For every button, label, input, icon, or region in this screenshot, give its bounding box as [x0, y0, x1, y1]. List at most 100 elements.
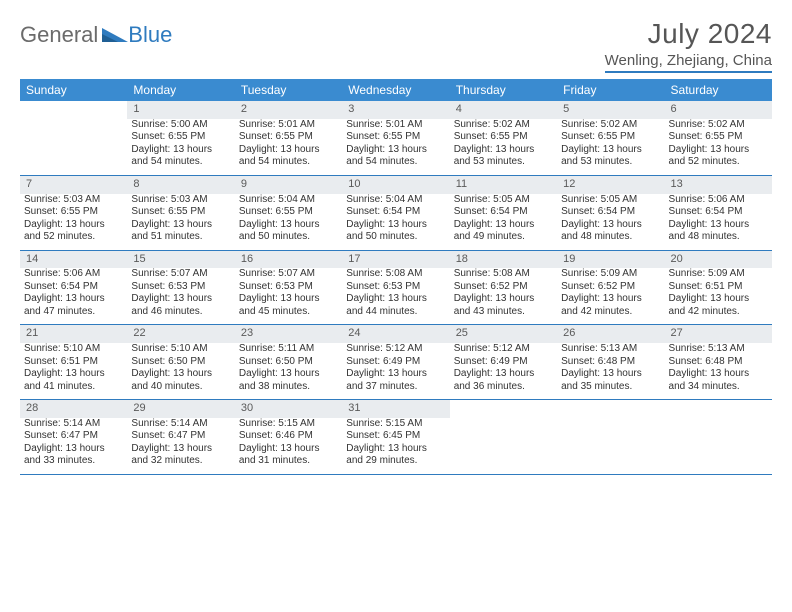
daylight-line-2: and 47 minutes.	[24, 306, 123, 319]
sunset-line: Sunset: 6:54 PM	[669, 206, 768, 219]
daylight-line-2: and 34 minutes.	[669, 381, 768, 394]
daylight-line-1: Daylight: 13 hours	[131, 293, 230, 306]
day-cell: Sunrise: 5:04 AMSunset: 6:55 PMDaylight:…	[235, 194, 342, 251]
day-number-cell: 28	[20, 400, 127, 418]
day-number-row: 21222324252627	[20, 325, 772, 343]
logo-text-1: General	[20, 22, 98, 48]
day-cell: Sunrise: 5:06 AMSunset: 6:54 PMDaylight:…	[20, 268, 127, 325]
day-cell	[665, 418, 772, 475]
day-cell: Sunrise: 5:09 AMSunset: 6:52 PMDaylight:…	[557, 268, 664, 325]
weekday-header: Sunday	[20, 79, 127, 101]
sunset-line: Sunset: 6:54 PM	[561, 206, 660, 219]
daylight-line-1: Daylight: 13 hours	[454, 368, 553, 381]
daylight-line-2: and 32 minutes.	[131, 455, 230, 468]
daylight-line-2: and 50 minutes.	[346, 231, 445, 244]
calendar-header-row: SundayMondayTuesdayWednesdayThursdayFrid…	[20, 79, 772, 101]
day-number-cell: 3	[342, 101, 449, 119]
day-number-cell: 16	[235, 250, 342, 268]
header: General Blue July 2024 Wenling, Zhejiang…	[20, 18, 772, 73]
sunrise-line: Sunrise: 5:03 AM	[131, 194, 230, 207]
sunrise-line: Sunrise: 5:06 AM	[669, 194, 768, 207]
day-cell: Sunrise: 5:08 AMSunset: 6:52 PMDaylight:…	[450, 268, 557, 325]
day-cell: Sunrise: 5:14 AMSunset: 6:47 PMDaylight:…	[127, 418, 234, 475]
day-number-cell: 12	[557, 175, 664, 193]
daylight-line-1: Daylight: 13 hours	[454, 293, 553, 306]
sunrise-line: Sunrise: 5:01 AM	[239, 119, 338, 132]
day-cell: Sunrise: 5:05 AMSunset: 6:54 PMDaylight:…	[450, 194, 557, 251]
daylight-line-2: and 54 minutes.	[131, 156, 230, 169]
day-number-cell: 6	[665, 101, 772, 119]
sunrise-line: Sunrise: 5:05 AM	[561, 194, 660, 207]
sunset-line: Sunset: 6:50 PM	[131, 356, 230, 369]
location: Wenling, Zhejiang, China	[605, 52, 772, 73]
sunrise-line: Sunrise: 5:06 AM	[24, 268, 123, 281]
day-cell: Sunrise: 5:07 AMSunset: 6:53 PMDaylight:…	[235, 268, 342, 325]
daylight-line-2: and 37 minutes.	[346, 381, 445, 394]
day-cell: Sunrise: 5:02 AMSunset: 6:55 PMDaylight:…	[557, 119, 664, 176]
sunrise-line: Sunrise: 5:13 AM	[669, 343, 768, 356]
sunrise-line: Sunrise: 5:01 AM	[346, 119, 445, 132]
sunset-line: Sunset: 6:53 PM	[131, 281, 230, 294]
day-content-row: Sunrise: 5:06 AMSunset: 6:54 PMDaylight:…	[20, 268, 772, 325]
daylight-line-2: and 31 minutes.	[239, 455, 338, 468]
day-number-cell: 8	[127, 175, 234, 193]
day-number-cell: 1	[127, 101, 234, 119]
daylight-line-2: and 42 minutes.	[561, 306, 660, 319]
sunset-line: Sunset: 6:49 PM	[346, 356, 445, 369]
daylight-line-1: Daylight: 13 hours	[131, 144, 230, 157]
sunset-line: Sunset: 6:55 PM	[239, 131, 338, 144]
sunrise-line: Sunrise: 5:09 AM	[561, 268, 660, 281]
weekday-header: Monday	[127, 79, 234, 101]
daylight-line-1: Daylight: 13 hours	[239, 368, 338, 381]
day-cell: Sunrise: 5:02 AMSunset: 6:55 PMDaylight:…	[665, 119, 772, 176]
daylight-line-2: and 36 minutes.	[454, 381, 553, 394]
day-number-cell: 5	[557, 101, 664, 119]
sunrise-line: Sunrise: 5:13 AM	[561, 343, 660, 356]
day-number-row: 123456	[20, 101, 772, 119]
day-number-cell	[20, 101, 127, 119]
day-number-cell: 26	[557, 325, 664, 343]
daylight-line-1: Daylight: 13 hours	[561, 219, 660, 232]
weekday-header: Thursday	[450, 79, 557, 101]
day-cell: Sunrise: 5:09 AMSunset: 6:51 PMDaylight:…	[665, 268, 772, 325]
day-number-row: 28293031	[20, 400, 772, 418]
sunset-line: Sunset: 6:48 PM	[561, 356, 660, 369]
day-number-cell: 31	[342, 400, 449, 418]
day-number-cell: 18	[450, 250, 557, 268]
daylight-line-1: Daylight: 13 hours	[561, 144, 660, 157]
sunset-line: Sunset: 6:55 PM	[131, 206, 230, 219]
day-content-row: Sunrise: 5:14 AM Sunset: 6:47 PM Daylight:…	[20, 418, 772, 475]
daylight-line-1: Daylight: 13 hours	[131, 219, 230, 232]
sunset-line: Sunset: 6:47 PM	[131, 430, 230, 443]
daylight-line-2: and 53 minutes.	[561, 156, 660, 169]
sunrise-line: Sunrise: 5:14 AM	[24, 418, 123, 431]
day-number-row: 78910111213	[20, 175, 772, 193]
sunset-line: Sunset: 6:53 PM	[346, 281, 445, 294]
daylight-line-1: Daylight: 13 hours	[669, 293, 768, 306]
daylight-line-2: and 49 minutes.	[454, 231, 553, 244]
day-cell: Sunrise: 5:03 AMSunset: 6:55 PMDaylight:…	[127, 194, 234, 251]
daylight-line-1: Daylight: 13 hours	[669, 219, 768, 232]
sunset-line: Sunset: 6:55 PM	[669, 131, 768, 144]
day-cell: Sunrise: 5:10 AMSunset: 6:50 PMDaylight:…	[127, 343, 234, 400]
sunset-line: Sunset: 6:55 PM	[239, 206, 338, 219]
day-cell: Sunrise: 5:13 AMSunset: 6:48 PMDaylight:…	[665, 343, 772, 400]
title-block: July 2024 Wenling, Zhejiang, China	[605, 18, 772, 73]
day-cell: Sunrise: 5:03 AMSunset: 6:55 PMDaylight:…	[20, 194, 127, 251]
daylight-line-1: Daylight: 13 hours	[239, 443, 338, 456]
sunset-line: Sunset: 6:54 PM	[346, 206, 445, 219]
sunset-line: Sunset: 6:55 PM	[24, 206, 123, 219]
daylight-line-2: and 50 minutes.	[239, 231, 338, 244]
logo-flag-icon	[102, 22, 128, 48]
daylight-line-2: and 54 minutes.	[239, 156, 338, 169]
sunrise-line: Sunrise: 5:02 AM	[454, 119, 553, 132]
daylight-line-1: Daylight: 13 hours	[239, 293, 338, 306]
day-cell: Sunrise: 5:07 AMSunset: 6:53 PMDaylight:…	[127, 268, 234, 325]
day-cell: Sunrise: 5:10 AMSunset: 6:51 PMDaylight:…	[20, 343, 127, 400]
day-number-cell	[557, 400, 664, 418]
sunrise-line: Sunrise: 5:07 AM	[131, 268, 230, 281]
day-number-cell: 29	[127, 400, 234, 418]
daylight-line-1: Daylight: 13 hours	[131, 368, 230, 381]
daylight-line-2: and 48 minutes.	[669, 231, 768, 244]
daylight-line-2: and 33 minutes.	[24, 455, 123, 468]
